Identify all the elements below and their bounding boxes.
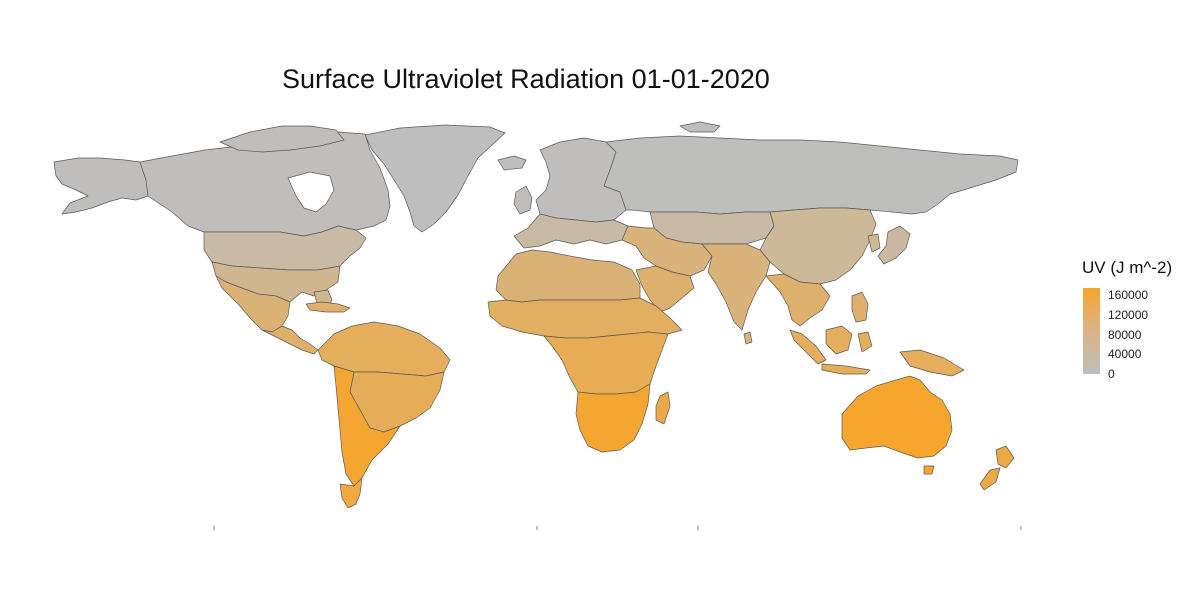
region-southern-africa[interactable] [575,383,651,453]
legend-color-bar [1083,288,1100,374]
region-arabian-peninsula[interactable] [635,265,695,313]
hudson-bay [287,171,335,213]
region-caribbean[interactable] [305,301,351,313]
legend-tick-label: 160000 [1108,288,1149,303]
region-northern-usa[interactable] [203,225,367,271]
region-alaska[interactable] [53,157,149,215]
region-china[interactable] [759,207,877,285]
map-title: Surface Ultraviolet Radiation 01-01-2020 [282,64,770,94]
region-australia[interactable] [841,375,953,459]
region-russia[interactable] [603,135,1019,215]
region-philippines[interactable] [851,291,869,323]
region-new-zealand-south[interactable] [979,467,1001,491]
legend-tick-label: 0 [1108,367,1115,381]
region-madagascar[interactable] [655,391,671,425]
region-southeast-asia[interactable] [765,273,831,327]
region-japan[interactable] [877,225,911,265]
region-southern-south-america[interactable] [333,365,401,487]
region-sahel[interactable] [487,297,683,339]
region-sri-lanka[interactable] [743,331,753,345]
region-indonesia-java[interactable] [821,363,871,375]
region-korea[interactable] [867,233,881,253]
region-new-guinea[interactable] [899,349,965,377]
region-tasmania[interactable] [923,465,935,475]
region-greenland[interactable] [364,124,506,233]
region-iceland[interactable] [497,155,527,171]
region-indonesia-borneo[interactable] [825,325,853,355]
legend-title: UV (J m^-2) [1082,258,1173,277]
region-siberian-islands[interactable] [679,121,721,133]
region-new-zealand-north[interactable] [995,445,1015,469]
legend-tick-label: 120000 [1108,308,1149,323]
region-central-america[interactable] [261,325,319,355]
legend: UV (J m^-2) 160000 120000 80000 40000 0 [1082,258,1200,381]
region-great-britain[interactable] [513,185,533,215]
legend-tick-label: 80000 [1108,327,1142,342]
region-middle-east[interactable] [621,225,713,277]
region-arctic-islands[interactable] [219,125,345,153]
region-central-africa[interactable] [543,331,669,395]
region-indonesia-sulawesi[interactable] [857,331,873,353]
axis-ticks [213,526,1022,530]
region-north-africa[interactable] [495,249,641,303]
region-patagonia[interactable] [339,477,363,509]
region-india[interactable] [701,243,771,331]
region-indonesia-sumatra[interactable] [789,329,827,365]
map-regions [53,121,1019,509]
legend-tick-label: 40000 [1108,347,1142,362]
